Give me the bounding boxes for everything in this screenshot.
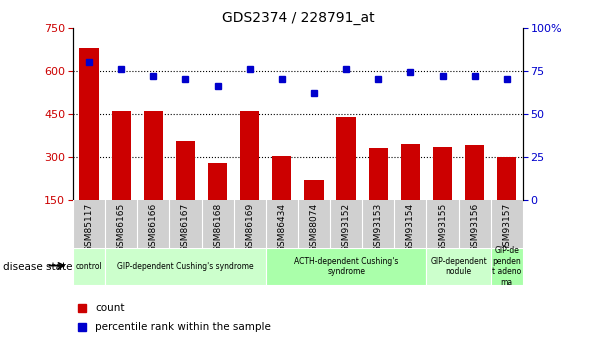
Bar: [433, 147, 452, 200]
Bar: [208, 163, 227, 200]
Text: count: count: [95, 303, 125, 313]
Bar: [105, 248, 266, 285]
Text: disease state: disease state: [3, 263, 72, 272]
Bar: [266, 248, 426, 285]
Text: GSM86168: GSM86168: [213, 203, 222, 252]
Bar: [176, 141, 195, 200]
Text: GSM93154: GSM93154: [406, 203, 415, 252]
Bar: [80, 48, 98, 200]
Bar: [240, 111, 260, 200]
Bar: [368, 148, 388, 200]
Text: GIP-de
penden
t adeno
ma: GIP-de penden t adeno ma: [492, 246, 522, 287]
Text: GSM86434: GSM86434: [277, 203, 286, 252]
Bar: [401, 144, 420, 200]
Title: GDS2374 / 228791_at: GDS2374 / 228791_at: [221, 11, 375, 25]
Text: GSM93155: GSM93155: [438, 203, 447, 252]
Bar: [465, 146, 485, 200]
Bar: [497, 157, 516, 200]
Text: percentile rank within the sample: percentile rank within the sample: [95, 322, 271, 332]
Bar: [73, 248, 105, 285]
Text: GIP-dependent
nodule: GIP-dependent nodule: [430, 257, 487, 276]
Text: GIP-dependent Cushing's syndrome: GIP-dependent Cushing's syndrome: [117, 262, 254, 271]
Bar: [305, 180, 323, 200]
Text: control: control: [75, 262, 102, 271]
Text: GSM85117: GSM85117: [85, 203, 94, 252]
Bar: [143, 111, 163, 200]
Text: GSM86169: GSM86169: [245, 203, 254, 252]
Bar: [272, 156, 291, 200]
Text: GSM86165: GSM86165: [117, 203, 126, 252]
Text: ACTH-dependent Cushing's
syndrome: ACTH-dependent Cushing's syndrome: [294, 257, 398, 276]
Text: GSM93157: GSM93157: [502, 203, 511, 252]
Bar: [111, 111, 131, 200]
Bar: [336, 117, 356, 200]
Text: GSM86167: GSM86167: [181, 203, 190, 252]
Text: GSM93152: GSM93152: [342, 203, 351, 252]
Bar: [426, 248, 491, 285]
Text: GSM86166: GSM86166: [149, 203, 158, 252]
Bar: [491, 248, 523, 285]
Text: GSM93153: GSM93153: [374, 203, 383, 252]
Text: GSM93156: GSM93156: [470, 203, 479, 252]
Text: GSM88074: GSM88074: [309, 203, 319, 252]
